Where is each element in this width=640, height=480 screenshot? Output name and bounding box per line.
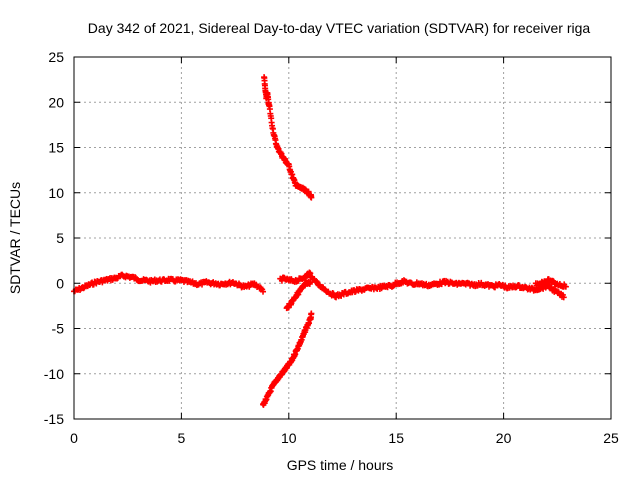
y-tick-label: 25 [48,49,64,65]
x-tick-label: 0 [70,430,78,446]
series-post-event [307,273,567,301]
data-point [260,288,267,295]
y-tick-label: -5 [52,321,65,337]
series-baseline [71,271,267,295]
series-post-event-upper [532,276,569,290]
x-tick-label: 10 [281,430,297,446]
y-tick-label: -15 [44,411,64,427]
data-points [71,74,569,408]
series-lower-branch [260,310,315,408]
grid [74,57,611,419]
data-point [560,294,567,301]
y-axis-label: SDTVAR / TECUs [7,182,23,294]
y-tick-label: -10 [44,366,64,382]
data-point [562,283,569,290]
series-upper-branch [261,74,315,201]
chart-title: Day 342 of 2021, Sidereal Day-to-day VTE… [88,20,591,36]
axis-ticks: 0 5 10 15 20 25 -15 -10 -5 0 5 10 15 20 25 [44,49,619,446]
x-tick-label: 25 [603,430,619,446]
data-point [308,310,315,317]
y-tick-label: 10 [48,185,64,201]
x-axis-label: GPS time / hours [287,457,394,473]
y-tick-label: 20 [48,94,64,110]
series-mid-upper [277,269,314,285]
x-tick-label: 20 [496,430,512,446]
data-point [308,194,315,201]
data-point [258,285,265,292]
x-tick-label: 15 [388,430,404,446]
y-tick-label: 0 [56,275,64,291]
x-tick-label: 5 [178,430,186,446]
data-point [313,278,320,285]
series-mid-lower [283,278,314,312]
y-tick-label: 15 [48,140,64,156]
y-tick-label: 5 [56,230,64,246]
